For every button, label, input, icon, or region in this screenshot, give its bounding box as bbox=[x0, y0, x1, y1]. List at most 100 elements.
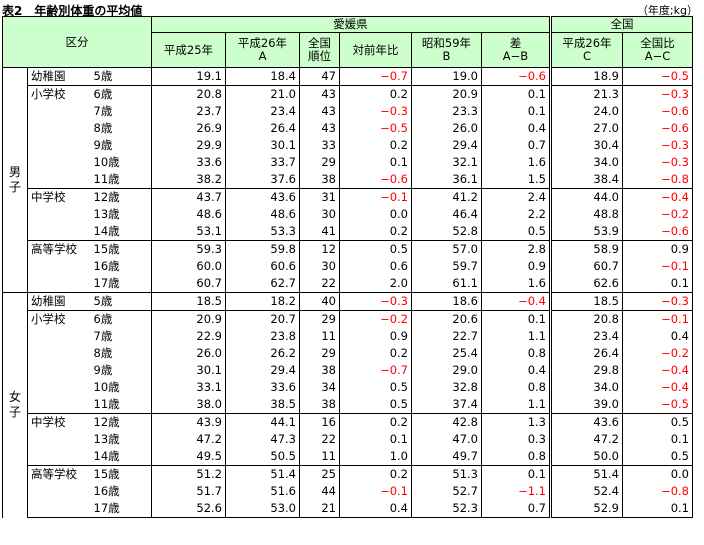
col-header: 平成25年 bbox=[151, 32, 226, 68]
age-label: 17歳 bbox=[93, 276, 120, 290]
value-cell: 0.2 bbox=[339, 413, 412, 431]
school-label bbox=[28, 379, 82, 396]
value-cell: 44.1 bbox=[225, 413, 300, 431]
age-label: 17歳 bbox=[81, 500, 152, 518]
school-label bbox=[28, 258, 82, 275]
table-title: 表2 年齢別体重の平均値 bbox=[2, 4, 143, 18]
table-row: 13歳 47.2 47.3 22 0.1 47.0 0.3 47.2 0.1 bbox=[3, 431, 693, 448]
value-cell: −0.6 bbox=[481, 67, 551, 86]
col-header: 平成26年 A bbox=[225, 32, 300, 68]
school-label bbox=[28, 328, 82, 345]
value-cell: 36.1 bbox=[411, 171, 482, 189]
col-header: 平成26年 C bbox=[549, 32, 623, 68]
value-cell: 52.8 bbox=[411, 223, 482, 241]
table-row: 8歳 26.0 26.2 29 0.2 25.4 0.8 26.4 −0.2 bbox=[3, 345, 693, 362]
school-label: 小学校 bbox=[27, 310, 82, 328]
value-cell: 48.6 bbox=[151, 206, 226, 223]
value-cell: 18.9 bbox=[549, 67, 623, 86]
value-cell: 18.5 bbox=[549, 292, 623, 311]
value-cell: 47.2 bbox=[549, 431, 623, 448]
age-label: 7歳 bbox=[93, 104, 113, 118]
table-row: 17歳 60.7 62.7 22 2.0 61.1 1.6 62.6 0.1 bbox=[3, 275, 693, 293]
unit-label: （年度;kg） bbox=[636, 4, 698, 17]
value-cell: 51.7 bbox=[151, 483, 226, 500]
value-cell: 1.1 bbox=[481, 328, 551, 345]
value-cell: 41 bbox=[299, 223, 340, 241]
value-cell: 0.8 bbox=[481, 448, 551, 466]
value-cell: 49.7 bbox=[411, 448, 482, 466]
value-cell: 33.6 bbox=[151, 154, 226, 171]
value-cell: 23.8 bbox=[225, 328, 300, 345]
value-cell: 21 bbox=[299, 500, 340, 518]
age-label: 14歳 bbox=[93, 224, 120, 238]
value-cell: 0.5 bbox=[339, 396, 412, 414]
value-cell: −0.3 bbox=[622, 292, 693, 311]
table-row: 13歳 48.6 48.6 30 0.0 46.4 2.2 48.8 −0.2 bbox=[3, 206, 693, 223]
school-label: 高等学校 bbox=[27, 465, 82, 483]
sex-label: 女子 bbox=[2, 292, 28, 518]
value-cell: 38 bbox=[299, 396, 340, 414]
age-label: 12歳 bbox=[81, 188, 152, 206]
table-row: 8歳 26.9 26.4 43 −0.5 26.0 0.4 27.0 −0.6 bbox=[3, 120, 693, 137]
value-cell: −0.2 bbox=[622, 345, 693, 362]
value-cell: 0.1 bbox=[481, 85, 551, 103]
value-cell: 26.0 bbox=[411, 120, 482, 137]
value-cell: −0.4 bbox=[622, 379, 693, 396]
value-cell: 0.8 bbox=[481, 379, 551, 396]
value-cell: 30 bbox=[299, 258, 340, 275]
value-cell: 44 bbox=[299, 483, 340, 500]
school-label: 小学校 bbox=[27, 85, 82, 103]
value-cell: −0.5 bbox=[339, 120, 412, 137]
value-cell: −0.8 bbox=[622, 483, 693, 500]
value-cell: 26.4 bbox=[549, 345, 623, 362]
value-cell: 25.4 bbox=[411, 345, 482, 362]
value-cell: −0.7 bbox=[339, 362, 412, 379]
value-cell: 1.1 bbox=[481, 396, 551, 414]
value-cell: 53.1 bbox=[151, 223, 226, 241]
school-label: 高等学校 bbox=[27, 240, 82, 258]
value-cell: 19.0 bbox=[411, 67, 482, 86]
age-label: 6歳 bbox=[81, 85, 152, 103]
value-cell: 62.7 bbox=[225, 275, 300, 293]
col-header: 全国 順位 bbox=[299, 32, 340, 68]
header-ehime: 愛媛県 bbox=[151, 16, 551, 33]
age-label: 8歳 bbox=[93, 121, 113, 135]
value-cell: 29.0 bbox=[411, 362, 482, 379]
value-cell: 18.4 bbox=[225, 67, 300, 86]
value-cell: 52.9 bbox=[549, 500, 623, 518]
value-cell: 29.8 bbox=[549, 362, 623, 379]
value-cell: 26.2 bbox=[225, 345, 300, 362]
value-cell: 60.7 bbox=[549, 258, 623, 275]
value-cell: 59.7 bbox=[411, 258, 482, 275]
value-cell: 22.7 bbox=[411, 328, 482, 345]
school-label bbox=[28, 206, 82, 223]
value-cell: 43.7 bbox=[151, 188, 226, 206]
value-cell: 21.3 bbox=[549, 85, 623, 103]
table-row: 14歳 53.1 53.3 41 0.2 52.8 0.5 53.9 −0.6 bbox=[3, 223, 693, 241]
value-cell: 1.5 bbox=[481, 171, 551, 189]
value-cell: −0.3 bbox=[622, 85, 693, 103]
value-cell: 29.4 bbox=[411, 137, 482, 154]
value-cell: 18.5 bbox=[151, 292, 226, 311]
value-cell: 49.5 bbox=[151, 448, 226, 466]
value-cell: 47.2 bbox=[151, 431, 226, 448]
value-cell: 19.1 bbox=[151, 67, 226, 86]
value-cell: 60.6 bbox=[225, 258, 300, 275]
table-row: 16歳 60.0 60.6 30 0.6 59.7 0.9 60.7 −0.1 bbox=[3, 258, 693, 275]
value-cell: 0.2 bbox=[339, 465, 412, 483]
value-cell: 29.4 bbox=[225, 362, 300, 379]
value-cell: −0.6 bbox=[622, 120, 693, 137]
value-cell: 33 bbox=[299, 137, 340, 154]
value-cell: 52.6 bbox=[151, 500, 226, 518]
weight-table: 区分 愛媛県 全国 平成25年 平成26年 A 全国 順位 対前年比 昭和59年 B … bbox=[2, 16, 693, 518]
value-cell: 22 bbox=[299, 275, 340, 293]
table-row: 女子 幼稚園 5歳 18.5 18.2 40 −0.3 18.6 −0.4 18.5 −0.3 bbox=[2, 292, 693, 518]
value-cell: 0.2 bbox=[339, 223, 412, 241]
value-cell: 0.5 bbox=[339, 379, 412, 396]
value-cell: 0.1 bbox=[339, 431, 412, 448]
value-cell: 1.0 bbox=[339, 448, 412, 466]
value-cell: −0.5 bbox=[622, 396, 693, 414]
value-cell: 22.9 bbox=[151, 328, 226, 345]
sex-label: 男子 bbox=[2, 67, 28, 293]
value-cell: −0.4 bbox=[622, 188, 693, 206]
